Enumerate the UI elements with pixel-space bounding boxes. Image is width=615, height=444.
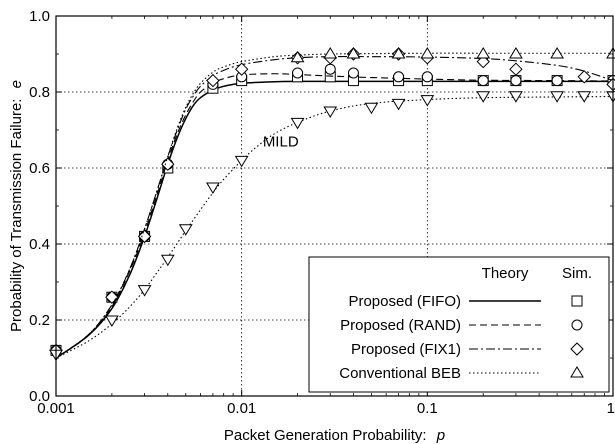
sim-point <box>476 91 491 103</box>
sim-point <box>178 224 193 236</box>
sim-point <box>550 47 564 59</box>
sim-point <box>292 67 304 79</box>
y-axis-label-var: e <box>8 80 25 88</box>
theory-line <box>56 73 613 359</box>
x-axis-label-var: p <box>436 427 445 444</box>
sim-point <box>234 62 249 76</box>
y-tick-label: 0.0 <box>29 388 50 405</box>
sim-point <box>391 47 406 59</box>
legend-entry: Proposed (RAND) <box>340 317 583 334</box>
sim-point <box>391 98 406 111</box>
sim-point <box>290 117 305 130</box>
sim-point <box>551 75 563 87</box>
series-mild <box>49 91 615 362</box>
y-axis-label-text: Probability of Transmission Failure: <box>8 99 25 332</box>
legend-entry-label: Conventional BEB <box>339 365 461 382</box>
y-tick-label: 0.6 <box>29 160 50 177</box>
sim-point <box>509 47 523 59</box>
sim-point <box>206 73 220 88</box>
y-tick-label: 0.8 <box>29 84 50 101</box>
sim-point <box>105 315 119 327</box>
sim-point <box>577 91 592 103</box>
x-axis-label-text: Packet Generation Probability: <box>224 427 427 444</box>
sim-point <box>510 75 522 87</box>
x-tick-label: 1 <box>607 400 615 417</box>
sim-point <box>160 254 175 267</box>
legend-entry-label: Proposed (RAND) <box>340 317 461 334</box>
legend-marker-sample <box>570 366 584 378</box>
legend-entry: Proposed (FIFO) <box>348 293 583 310</box>
legend: Theory Sim. Proposed (FIFO) Proposed (RAND)… <box>308 256 610 393</box>
sim-point <box>476 54 490 69</box>
series-layer <box>49 47 615 362</box>
sim-point <box>364 102 379 115</box>
sim-point <box>550 91 564 103</box>
sim-point <box>577 70 591 84</box>
sim-point <box>420 95 435 107</box>
y-axis-label: Probability of Transmission Failure: e <box>8 80 25 332</box>
x-tick-label: 0.1 <box>417 400 438 417</box>
legend-entry-label: Proposed (FIX1) <box>351 341 461 358</box>
sim-point <box>323 47 338 59</box>
y-tick-label: 0.4 <box>29 236 50 253</box>
sim-point <box>421 71 433 83</box>
annotations: MILD <box>263 133 299 150</box>
sim-point <box>105 290 119 304</box>
x-tick-label: 0.01 <box>227 400 256 417</box>
sim-point <box>206 182 220 194</box>
series-conventional-beb <box>56 47 615 359</box>
sim-point <box>323 106 338 118</box>
sim-point <box>324 63 336 75</box>
x-axis-label: Packet Generation Probability: p <box>224 427 445 444</box>
legend-marker-sample <box>571 295 583 307</box>
sim-point <box>137 285 152 297</box>
legend-marker-sample <box>571 319 583 331</box>
legend-header-sim: Sim. <box>562 265 592 282</box>
sim-point <box>346 47 361 59</box>
x-tick-label: 0.001 <box>37 400 75 417</box>
sim-point <box>420 47 435 59</box>
legend-entry-label: Proposed (FIFO) <box>348 293 461 310</box>
sim-point <box>477 75 489 87</box>
theory-line <box>56 52 613 359</box>
sim-point <box>393 71 405 83</box>
legend-entry: Conventional BEB <box>339 365 584 382</box>
y-tick-label: 1.0 <box>29 8 50 25</box>
sim-point <box>290 50 305 63</box>
sim-point <box>137 229 152 244</box>
legend-entry: Proposed (FIX1) <box>351 341 584 358</box>
sim-point <box>347 67 359 79</box>
y-tick-label: 0.2 <box>29 312 50 329</box>
theory-line <box>56 80 613 359</box>
legend-header-theory: Theory <box>482 265 529 282</box>
ticks: 0.001 0.01 0.1 1 0.0 0.2 0.4 0.6 0.8 1.0 <box>29 8 615 417</box>
annotation-label: MILD <box>263 133 299 150</box>
legend-marker-sample <box>570 342 584 356</box>
sim-point <box>161 157 175 171</box>
theory-line <box>56 96 613 359</box>
sim-point <box>234 155 249 168</box>
sim-point <box>509 62 523 76</box>
sim-point <box>509 91 523 103</box>
sim-point <box>476 47 491 59</box>
sim-point <box>606 47 615 59</box>
legend-box <box>308 256 610 393</box>
